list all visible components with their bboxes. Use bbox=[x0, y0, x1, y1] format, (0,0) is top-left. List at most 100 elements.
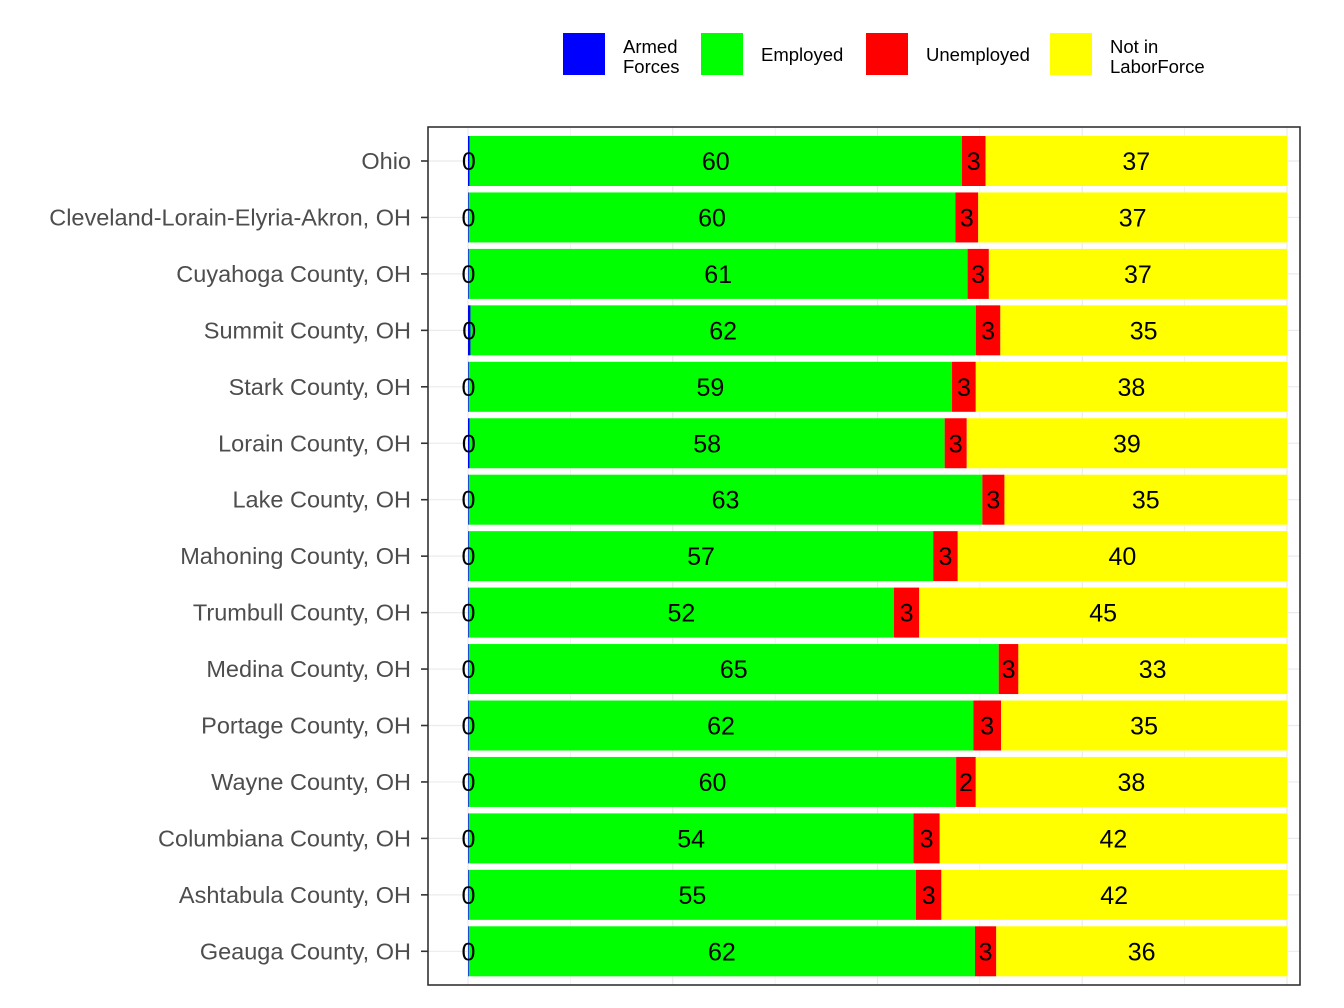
bar-value-label: 3 bbox=[971, 261, 985, 289]
bar-segment bbox=[468, 305, 471, 356]
bar-value-label: 3 bbox=[981, 317, 995, 345]
y-tick-label: Geauga County, OH bbox=[200, 938, 411, 964]
bar-segment bbox=[1004, 474, 1287, 525]
bar-segment bbox=[974, 926, 997, 977]
bar-segment bbox=[468, 869, 916, 920]
bar-segment bbox=[468, 644, 469, 695]
bar-segment bbox=[469, 136, 962, 186]
bar-value-label: 3 bbox=[1002, 656, 1016, 684]
bar-segment bbox=[468, 587, 894, 638]
y-tick-label: Lorain County, OH bbox=[218, 430, 411, 456]
bar-value-label: 3 bbox=[922, 882, 936, 910]
y-tick-label: Mahoning County, OH bbox=[180, 543, 411, 569]
legend-label: Employed bbox=[761, 44, 843, 65]
bar-value-label: 54 bbox=[677, 825, 705, 853]
legend-key bbox=[866, 33, 908, 75]
bar-segment bbox=[1001, 700, 1287, 751]
bar-segment bbox=[985, 136, 1287, 186]
y-tick-label: Summit County, OH bbox=[204, 317, 411, 343]
bar-segment bbox=[468, 248, 968, 299]
bar-segment bbox=[468, 361, 469, 412]
bar-segment bbox=[468, 531, 934, 582]
bar-segment bbox=[468, 926, 975, 977]
bar-segment bbox=[975, 756, 1287, 807]
y-tick-label: Ohio bbox=[361, 148, 411, 174]
bar-segment bbox=[996, 926, 1287, 977]
bar-value-label: 0 bbox=[461, 713, 475, 741]
bar-segment bbox=[956, 756, 976, 807]
bar-value-label: 0 bbox=[461, 825, 475, 853]
bar-value-label: 59 bbox=[697, 374, 725, 402]
bar-value-label: 3 bbox=[949, 430, 963, 458]
bar-value-label: 37 bbox=[1119, 204, 1147, 232]
bar-value-label: 60 bbox=[702, 148, 730, 176]
bar-value-label: 60 bbox=[699, 769, 727, 797]
bar-segment bbox=[952, 361, 976, 412]
bar-value-label: 42 bbox=[1099, 825, 1127, 853]
legend: Armed Forces Employed Unemployed Not in Labor… bbox=[563, 33, 1205, 77]
bar-value-label: 2 bbox=[959, 769, 973, 797]
y-tick-label: Stark County, OH bbox=[229, 374, 411, 400]
legend-key bbox=[563, 33, 605, 75]
bar-segment bbox=[915, 869, 942, 920]
bar-segment bbox=[967, 248, 989, 299]
bar-segment bbox=[468, 700, 974, 751]
y-tick-label: Medina County, OH bbox=[206, 656, 411, 682]
bar-segment bbox=[941, 869, 1287, 920]
bar-segment bbox=[468, 192, 956, 243]
bar-segment bbox=[978, 192, 1287, 243]
bar-value-label: 62 bbox=[707, 713, 735, 741]
bar-value-label: 0 bbox=[461, 204, 475, 232]
y-tick-label: Trumbull County, OH bbox=[193, 600, 411, 626]
y-tick-label: Wayne County, OH bbox=[211, 769, 411, 795]
bar-value-label: 0 bbox=[461, 656, 475, 684]
bar-segment bbox=[998, 644, 1019, 695]
y-tick-label: Lake County, OH bbox=[232, 487, 411, 513]
bar-segment bbox=[1000, 305, 1287, 356]
y-tick-label: Portage County, OH bbox=[201, 713, 411, 739]
bar-value-label: 3 bbox=[939, 543, 953, 571]
bar-value-label: 38 bbox=[1117, 374, 1145, 402]
bar-segment bbox=[470, 305, 976, 356]
bar-value-label: 57 bbox=[687, 543, 715, 571]
bars bbox=[468, 136, 1287, 977]
bar-value-label: 3 bbox=[980, 713, 994, 741]
bar-segment bbox=[933, 531, 958, 582]
bar-segment bbox=[957, 531, 1287, 582]
bar-value-label: 0 bbox=[461, 374, 475, 402]
bar-value-label: 3 bbox=[957, 374, 971, 402]
bar-segment bbox=[468, 248, 469, 299]
bar-segment bbox=[973, 700, 1002, 751]
bar-value-label: 0 bbox=[461, 600, 475, 628]
bar-value-label: 37 bbox=[1124, 261, 1152, 289]
bar-segment bbox=[468, 474, 983, 525]
bar-segment bbox=[944, 418, 967, 469]
bar-value-label: 37 bbox=[1122, 148, 1150, 176]
bar-value-label: 3 bbox=[986, 487, 1000, 515]
bar-segment bbox=[468, 192, 469, 243]
bar-value-label: 0 bbox=[462, 148, 476, 176]
bar-value-label: 35 bbox=[1130, 317, 1158, 345]
bar-value-label: 55 bbox=[678, 882, 706, 910]
bar-value-label: 35 bbox=[1130, 713, 1158, 741]
bar-value-label: 0 bbox=[461, 487, 475, 515]
bar-value-label: 63 bbox=[712, 487, 740, 515]
bar-segment bbox=[468, 136, 470, 186]
bar-value-label: 40 bbox=[1108, 543, 1136, 571]
bar-segment bbox=[468, 756, 469, 807]
bar-value-label: 3 bbox=[900, 600, 914, 628]
legend-label: Unemployed bbox=[926, 44, 1030, 65]
bar-value-label: 42 bbox=[1100, 882, 1128, 910]
bar-segment bbox=[468, 926, 469, 977]
bar-segment bbox=[961, 136, 986, 186]
bar-segment bbox=[468, 700, 469, 751]
bar-value-label: 61 bbox=[704, 261, 732, 289]
bar-value-label: 62 bbox=[709, 317, 737, 345]
bar-segment bbox=[975, 305, 1001, 356]
bar-segment bbox=[468, 531, 469, 582]
bar-segment bbox=[468, 474, 469, 525]
bar-segment bbox=[975, 361, 1287, 412]
bar-value-label: 3 bbox=[979, 938, 993, 966]
bar-value-label: 0 bbox=[461, 882, 475, 910]
